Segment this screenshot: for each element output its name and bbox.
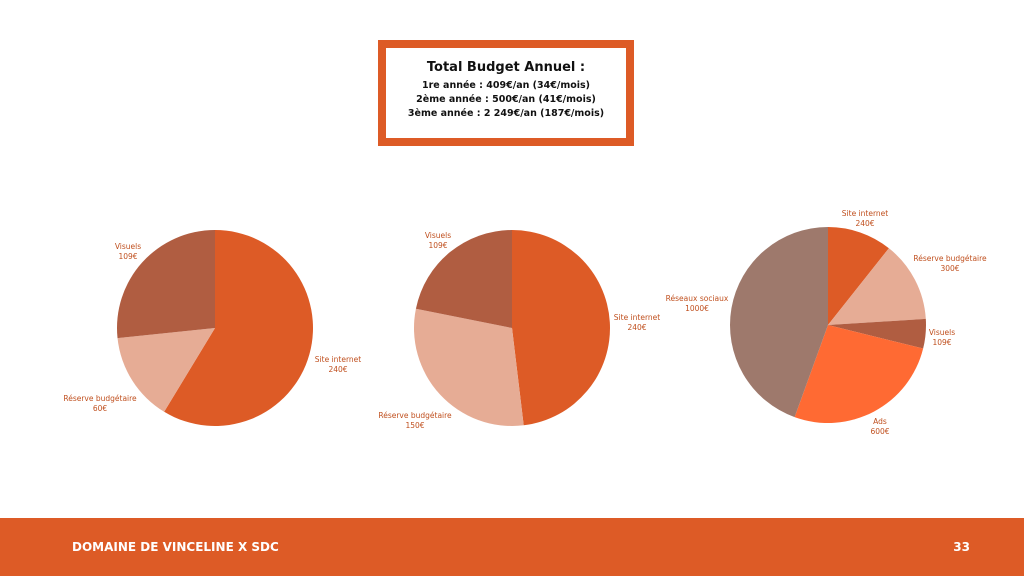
pie-slice-1-r-serve-budg-taire bbox=[117, 328, 215, 412]
pie-label-value: 60€ bbox=[93, 404, 108, 413]
pie-label-value: 109€ bbox=[118, 252, 137, 261]
pie-label-value: 109€ bbox=[428, 241, 447, 250]
pie-label-name: Site internet bbox=[614, 313, 660, 322]
footer-title: DOMAINE DE VINCELINE X SDC bbox=[72, 540, 279, 554]
pie-label-3-1: Site internet 240€ bbox=[842, 209, 888, 228]
pie-label-name: Site internet bbox=[315, 355, 361, 364]
pie-label-value: 150€ bbox=[405, 421, 424, 430]
pie-label-name: Visuels bbox=[115, 242, 141, 251]
pie-label-value: 300€ bbox=[940, 264, 959, 273]
pie-label-value: 240€ bbox=[328, 365, 347, 374]
pie-charts: Site internet 240€Réserve budgétaire 60€Vi… bbox=[63, 209, 987, 436]
pie-label-name: Site internet bbox=[842, 209, 888, 218]
pie-slice-1-site-internet bbox=[164, 230, 313, 426]
pie-label-2-3: Visuels 109€ bbox=[425, 231, 451, 250]
page-number: 33 bbox=[953, 540, 970, 554]
pie-label-2-1: Site internet 240€ bbox=[614, 313, 660, 332]
pie-label-2-2: Réserve budgétaire 150€ bbox=[378, 411, 452, 430]
pie-label-3-3: Visuels 109€ bbox=[929, 328, 955, 347]
pie-label-name: Visuels bbox=[929, 328, 955, 337]
pie-slice-3-site-internet bbox=[828, 227, 889, 325]
pie-slice-3-visuels bbox=[828, 318, 926, 349]
pie-label-3-2: Réserve budgétaire 300€ bbox=[913, 254, 987, 273]
pie-slice-3-ads bbox=[794, 325, 924, 423]
pie-label-value: 1000€ bbox=[685, 304, 709, 313]
pie-slice-3-r-serve-budg-taire bbox=[828, 248, 926, 325]
pie-label-1-1: Site internet 240€ bbox=[315, 355, 361, 374]
budget-title: Total Budget Annuel : bbox=[426, 60, 586, 75]
pie-label-name: Réseaux sociaux bbox=[666, 294, 729, 303]
pie-label-name: Réserve budgétaire bbox=[913, 254, 987, 263]
pie-label-3-5: Réseaux sociaux 1000€ bbox=[666, 294, 729, 313]
pie-slice-2-site-internet bbox=[512, 230, 611, 426]
pie-label-value: 600€ bbox=[870, 427, 889, 436]
pie-label-value: 109€ bbox=[932, 338, 951, 347]
pie-label-name: Réserve budgétaire bbox=[63, 394, 137, 403]
budget-summary-box: Total Budget Annuel : 1re année : 409€/a… bbox=[378, 40, 634, 146]
pie-label-name: Visuels bbox=[425, 231, 451, 240]
budget-line-year-3: 3ème année : 2 249€/an (187€/mois) bbox=[407, 108, 605, 119]
pie-label-name: Réserve budgétaire bbox=[378, 411, 452, 420]
footer-bar: DOMAINE DE VINCELINE X SDC 33 bbox=[0, 518, 1024, 576]
pie-label-3-4: Ads 600€ bbox=[870, 417, 889, 436]
pie-label-name: Ads bbox=[873, 417, 887, 426]
pie-label-value: 240€ bbox=[627, 323, 646, 332]
pie-label-1-3: Visuels 109€ bbox=[115, 242, 141, 261]
budget-line-year-2: 2ème année : 500€/an (41€/mois) bbox=[416, 94, 596, 105]
pie-slice-1-visuels bbox=[116, 230, 215, 339]
pie-label-1-2: Réserve budgétaire 60€ bbox=[63, 394, 137, 413]
pie-slice-2-r-serve-budg-taire bbox=[414, 308, 524, 426]
budget-line-year-1: 1re année : 409€/an (34€/mois) bbox=[422, 80, 590, 91]
pie-slice-2-visuels bbox=[415, 230, 512, 328]
pie-label-value: 240€ bbox=[855, 219, 874, 228]
pie-slice-3-r-seaux-sociaux bbox=[729, 227, 828, 418]
